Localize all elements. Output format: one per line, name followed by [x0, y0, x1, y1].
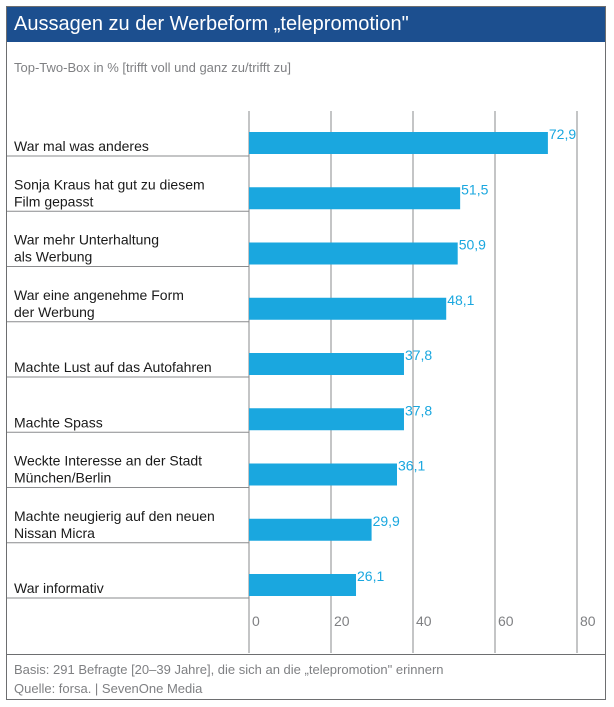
category-label: Machte Spass: [14, 414, 103, 430]
value-label: 37,8: [405, 347, 432, 363]
x-tick-label: 80: [580, 613, 596, 629]
bar: [249, 353, 404, 375]
chart-footer: Basis: 291 Befragte [20–39 Jahre], die s…: [7, 654, 605, 699]
x-tick-label: 0: [252, 613, 260, 629]
value-label: 29,9: [373, 513, 400, 529]
category-label: War mal was anderes: [14, 138, 149, 154]
category-label: War eine angenehme Form der Werbung: [14, 287, 184, 320]
value-label: 26,1: [357, 568, 384, 584]
x-tick-label: 40: [416, 613, 432, 629]
basis-note: Basis: 291 Befragte [20–39 Jahre], die s…: [14, 662, 444, 677]
x-tick-label: 60: [498, 613, 514, 629]
value-label: 36,1: [398, 458, 425, 474]
category-label: War informativ: [14, 580, 104, 596]
x-tick-label: 20: [334, 613, 350, 629]
chart-frame: Aussagen zu der Werbeform „telepromotion…: [6, 6, 606, 700]
bar: [249, 242, 458, 265]
value-label: 37,8: [405, 402, 432, 418]
value-label: 51,5: [461, 181, 488, 197]
bar: [249, 518, 372, 541]
chart-title: Aussagen zu der Werbeform „telepromotion…: [7, 7, 605, 42]
category-label: Machte neugierig auf den neuen Nissan Mic…: [14, 508, 215, 541]
bar: [249, 297, 447, 320]
chart-subtitle: Top-Two-Box in % [trifft voll und ganz z…: [14, 60, 291, 75]
category-label: Weckte Interesse an der Stadt München/Ber…: [14, 453, 202, 486]
value-label: 50,9: [459, 237, 486, 253]
bar: [249, 574, 357, 596]
category-label: Sonja Kraus hat gut zu diesem Film gepass…: [14, 176, 205, 209]
bar: [249, 463, 398, 486]
bar: [249, 187, 461, 210]
source-note: Quelle: forsa. | SevenOne Media: [14, 681, 203, 696]
value-label: 72,9: [549, 126, 576, 142]
category-label: War mehr Unterhaltung als Werbung: [14, 232, 159, 265]
bar: [249, 408, 404, 431]
category-label: Machte Lust auf das Autofahren: [14, 359, 212, 375]
value-label: 48,1: [447, 292, 474, 308]
bar-chart: 0 20 40 60 80 War mal was anderes 72,9 Sonja Kr…: [7, 111, 596, 653]
bar: [249, 132, 548, 154]
